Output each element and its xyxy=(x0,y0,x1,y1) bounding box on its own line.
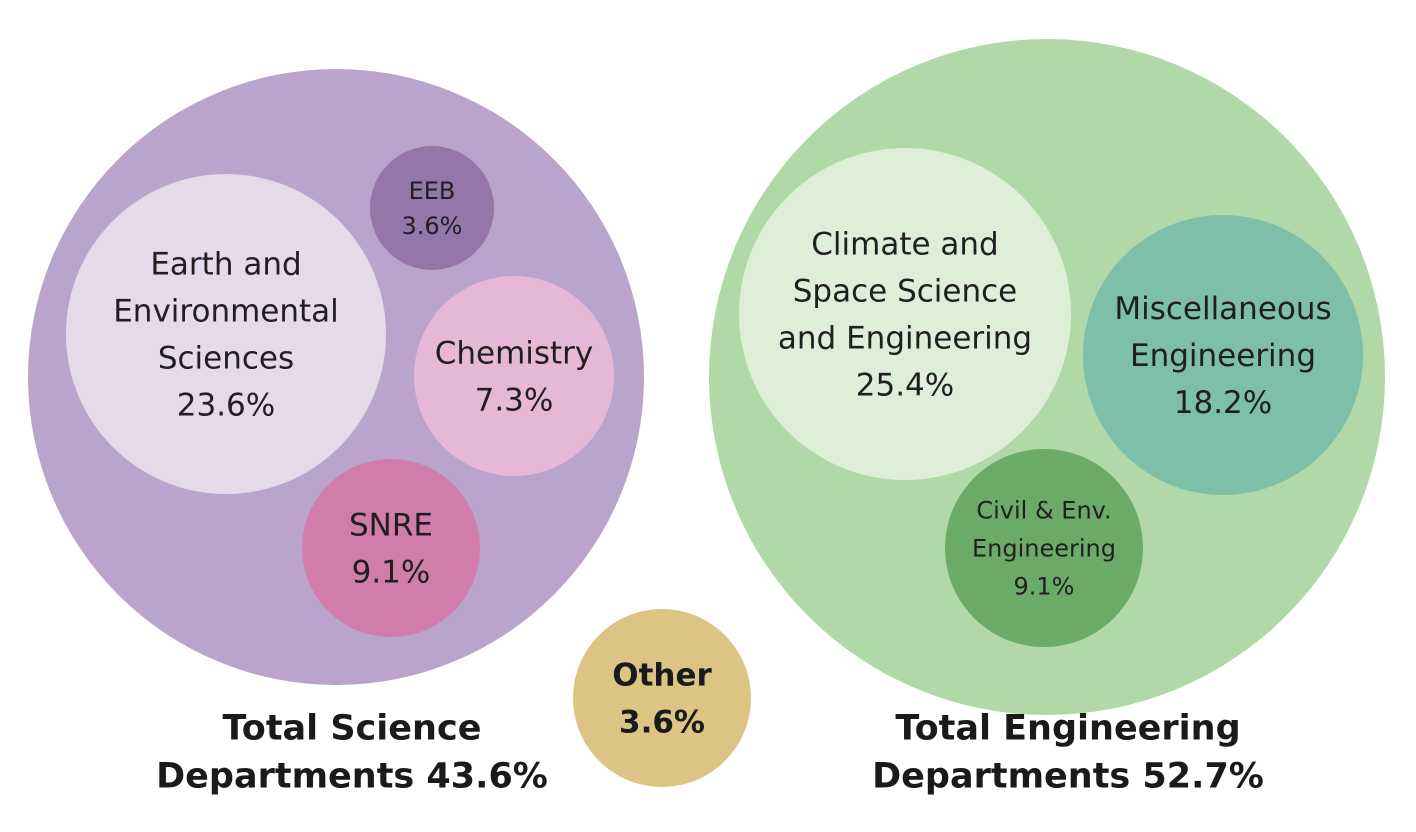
miscellaneous-engineering-label-line: 18.2% xyxy=(1174,385,1272,421)
other-bubble xyxy=(573,609,751,787)
snre-label: SNRE 9.1% xyxy=(349,507,433,590)
eeb-label: EEB 3.6% xyxy=(402,177,463,240)
chemistry-bubble xyxy=(414,276,614,476)
earth-and-environmental-sciences-label-line: 23.6% xyxy=(177,387,275,423)
climate-and-space-science-and-engineering-label-line: Climate and xyxy=(811,226,998,262)
civil-and-env-engineering-label-line: Civil & Env. xyxy=(976,496,1111,524)
total-science-total-label-line: Total Science xyxy=(223,708,482,748)
climate-and-space-science-and-engineering-label-line: 25.4% xyxy=(856,367,954,403)
miscellaneous-engineering-label-line: Miscellaneous xyxy=(1114,291,1331,327)
snre-label-line: SNRE xyxy=(349,507,433,543)
total-science-total-label: Total Science Departments 43.6% xyxy=(156,708,548,796)
earth-and-environmental-sciences-label: Earth and Environmental Sciences 23.6% xyxy=(113,246,339,423)
chemistry-label-line: Chemistry xyxy=(435,335,594,371)
miscellaneous-engineering-label: Miscellaneous Engineering 18.2% xyxy=(1114,291,1331,421)
civil-and-env-engineering-label-line: 9.1% xyxy=(1014,572,1075,600)
other-label-line: 3.6% xyxy=(619,704,705,740)
other-label-line: Other xyxy=(612,657,712,693)
chemistry-label: Chemistry 7.3% xyxy=(435,335,594,418)
climate-and-space-science-and-engineering-label-line: Space Science xyxy=(793,273,1018,309)
snre-bubble xyxy=(302,459,480,637)
climate-and-space-science-and-engineering-label-line: and Engineering xyxy=(778,320,1032,356)
total-science-total-label-line: Departments 43.6% xyxy=(156,756,548,796)
civil-and-env-engineering-label: Civil & Env. Engineering 9.1% xyxy=(972,496,1116,600)
earth-and-environmental-sciences-label-line: Earth and xyxy=(150,246,301,282)
other-label: Other 3.6% xyxy=(612,657,712,740)
miscellaneous-engineering-label-line: Engineering xyxy=(1130,338,1316,374)
civil-and-env-engineering-label-line: Engineering xyxy=(972,534,1116,562)
earth-and-environmental-sciences-label-line: Environmental xyxy=(113,293,339,329)
total-engineering-total-label-line: Total Engineering xyxy=(895,708,1240,748)
total-engineering-total-label-line: Departments 52.7% xyxy=(872,756,1264,796)
eeb-label-line: 3.6% xyxy=(402,212,463,240)
climate-and-space-science-and-engineering-bubble xyxy=(739,148,1071,480)
total-engineering-total-label: Total Engineering Departments 52.7% xyxy=(872,708,1264,796)
civil-and-env-engineering-bubble xyxy=(945,449,1143,647)
earth-and-environmental-sciences-label-line: Sciences xyxy=(158,340,294,376)
snre-label-line: 9.1% xyxy=(352,554,431,590)
eeb-bubble xyxy=(370,146,494,270)
eeb-label-line: EEB xyxy=(409,177,456,205)
climate-and-space-science-and-engineering-label: Climate and Space Science and Engineering 2… xyxy=(778,226,1032,403)
miscellaneous-engineering-bubble xyxy=(1083,215,1363,495)
chemistry-label-line: 7.3% xyxy=(475,382,554,418)
earth-and-environmental-sciences-bubble xyxy=(66,174,386,494)
